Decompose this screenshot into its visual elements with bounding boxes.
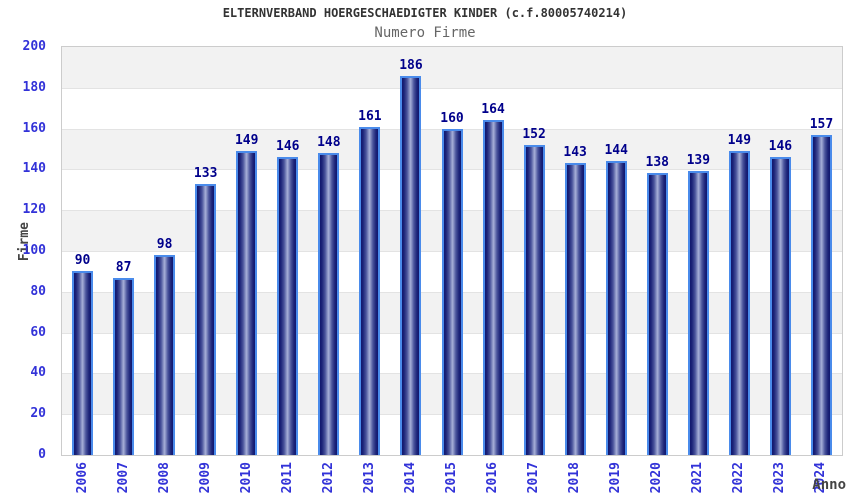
y-tick-label: 200 <box>22 39 46 54</box>
x-tick-label: 2020 <box>649 462 665 494</box>
bar-value-label: 186 <box>399 57 423 73</box>
bar-value-label: 133 <box>193 165 218 181</box>
bar-value-label: 146 <box>768 139 793 155</box>
bar-2010 <box>236 151 258 455</box>
x-axis-title: Anno <box>812 477 846 493</box>
x-tick-label: 2007 <box>115 462 131 494</box>
bar-2019 <box>605 161 627 455</box>
y-tick-label: 80 <box>30 283 46 299</box>
y-tick-label: 180 <box>22 79 46 95</box>
bar-2013 <box>359 126 381 455</box>
bar-value-label: 161 <box>358 108 382 124</box>
bar-value-label: 139 <box>686 153 711 169</box>
bar-value-label: 152 <box>522 126 546 142</box>
gridline <box>62 87 842 89</box>
bar-value-label: 144 <box>604 143 628 159</box>
chart-title: ELTERNVERBAND HOERGESCHAEDIGTER KINDER (… <box>222 6 628 20</box>
x-tick-label: 2006 <box>74 462 90 494</box>
bar-2007 <box>113 277 135 455</box>
y-tick-label: 120 <box>22 202 46 218</box>
bar-2023 <box>769 157 791 455</box>
y-tick-label: 140 <box>22 161 46 177</box>
plot-area: 90 87 98 133 149 146 148 161 186 160 164 152 143 144 1… <box>61 46 843 456</box>
x-tick-label: 2015 <box>444 462 459 494</box>
y-tick-label: 40 <box>30 365 46 381</box>
x-tick-label: 2013 <box>361 462 377 494</box>
bar-2022 <box>728 151 750 455</box>
x-tick-label: 2010 <box>238 462 254 494</box>
x-tick-label: 2018 <box>567 462 583 494</box>
bar-2020 <box>646 173 668 455</box>
bar-2015 <box>441 128 463 455</box>
bar-value-label: 149 <box>727 133 752 149</box>
grid-band <box>62 87 842 129</box>
x-tick-label: 2021 <box>690 462 706 494</box>
x-tick-label: 2019 <box>608 462 624 494</box>
y-tick-label: 0 <box>38 447 46 462</box>
bar-value-label: 164 <box>481 102 505 118</box>
bar-2017 <box>523 144 545 455</box>
bar-value-label: 90 <box>74 253 91 269</box>
bar-2012 <box>318 153 340 455</box>
chart-subtitle: Numero Firme <box>374 25 476 41</box>
x-tick-label: 2022 <box>731 462 747 494</box>
bar-2016 <box>482 120 504 455</box>
x-tick-label: 2014 <box>402 462 418 494</box>
bar-2018 <box>564 163 586 455</box>
bar-value-label: 138 <box>645 155 669 171</box>
y-tick-label: 60 <box>30 324 46 340</box>
bar-value-label: 143 <box>563 145 587 161</box>
x-tick-label: 2009 <box>197 462 213 494</box>
grid-band <box>62 47 842 88</box>
bar-2009 <box>195 183 217 455</box>
y-tick-label: 100 <box>22 243 46 258</box>
bar-2024 <box>810 134 832 455</box>
bar-2006 <box>72 271 94 455</box>
bar-value-label: 87 <box>115 259 132 275</box>
bar-value-label: 148 <box>317 135 341 151</box>
x-tick-label: 2016 <box>485 462 501 494</box>
bar-2011 <box>277 157 299 455</box>
bar-2014 <box>400 75 422 455</box>
x-tick-label: 2012 <box>320 462 336 494</box>
bar-value-label: 146 <box>276 139 300 155</box>
bar-2008 <box>154 255 176 455</box>
x-tick-label: 2023 <box>772 462 788 494</box>
bar-value-label: 160 <box>440 110 464 126</box>
x-tick-label: 2008 <box>156 462 172 494</box>
bar-value-label: 157 <box>809 116 834 132</box>
bar-value-label: 98 <box>156 237 173 253</box>
bar-value-label: 149 <box>234 133 259 149</box>
y-tick-label: 160 <box>22 120 46 136</box>
y-tick-label: 20 <box>30 406 46 422</box>
bar-2021 <box>687 171 709 455</box>
x-tick-label: 2017 <box>526 462 542 494</box>
x-tick-label: 2011 <box>279 462 295 494</box>
